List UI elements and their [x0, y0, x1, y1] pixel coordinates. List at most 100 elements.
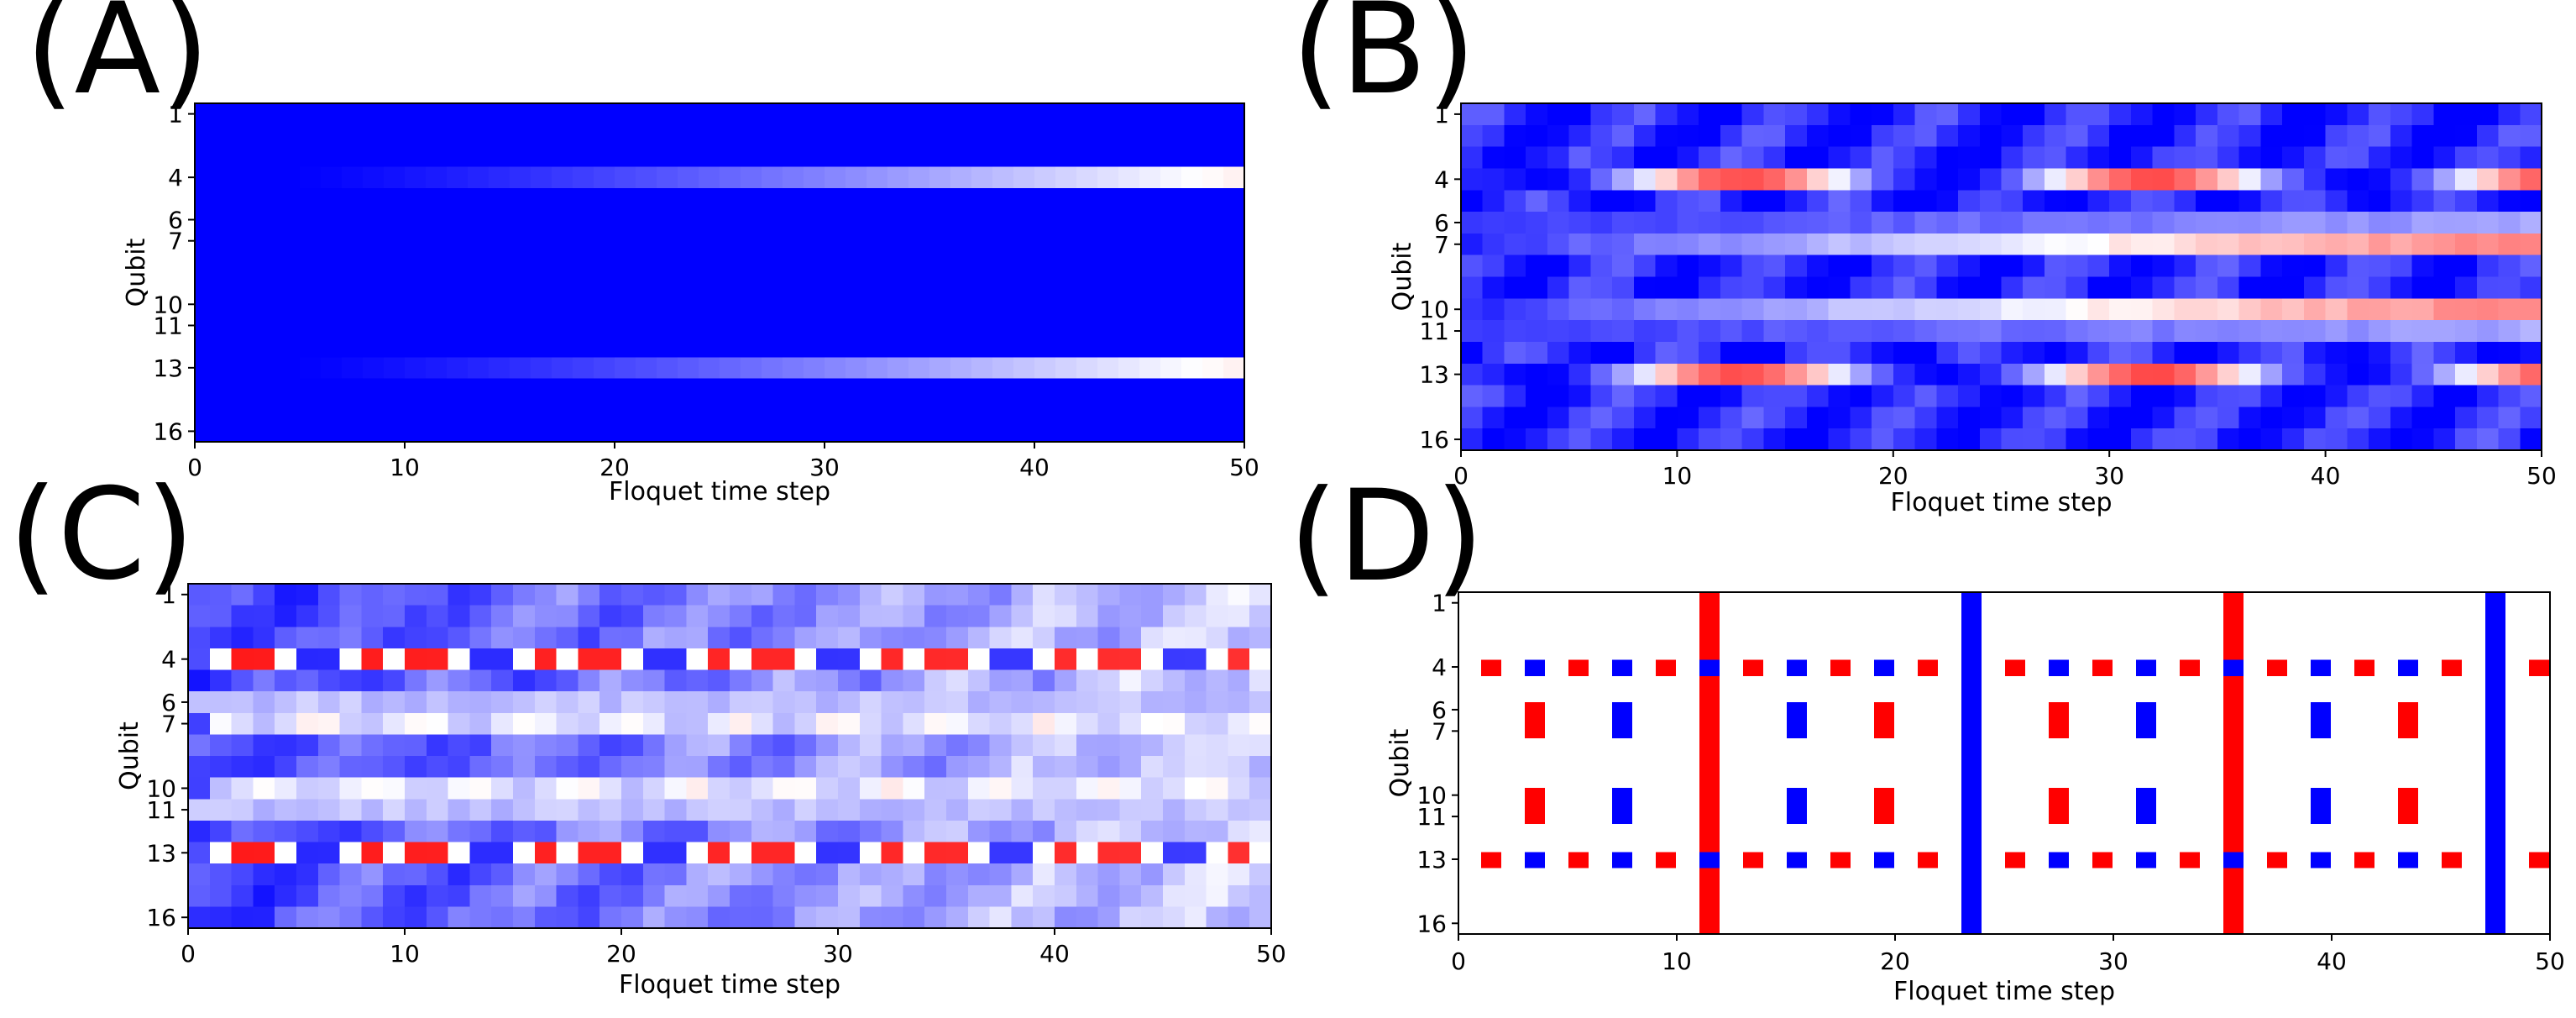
heatmap-cell — [1139, 357, 1161, 380]
heatmap-cell — [924, 863, 947, 886]
heatmap-cell — [339, 734, 362, 757]
heatmap-cell — [678, 314, 699, 337]
heatmap-cell — [2303, 190, 2327, 213]
heatmap-cell — [296, 863, 319, 886]
heatmap-cell — [468, 230, 490, 252]
heatmap-cell — [300, 230, 322, 252]
heatmap-cell — [1526, 363, 1548, 386]
heatmap-cell — [2498, 254, 2521, 278]
heatmap-cell — [2196, 407, 2218, 429]
heatmap-cell — [946, 863, 969, 886]
heatmap-cell — [2087, 233, 2110, 256]
heatmap-cell — [708, 712, 730, 735]
heatmap-cell — [1249, 820, 1272, 843]
heatmap-cell — [448, 884, 470, 907]
heatmap-cell — [1181, 357, 1203, 380]
heatmap-cell — [967, 906, 991, 929]
heatmap-cell — [195, 336, 217, 358]
heatmap-cell — [816, 691, 839, 714]
heatmap-cell — [448, 756, 470, 779]
heatmap-cell — [1590, 212, 1613, 234]
heatmap-cell — [686, 842, 709, 864]
heatmap-cell — [534, 648, 558, 671]
heatmap-cell — [1699, 407, 1721, 429]
heatmap-cell — [2455, 103, 2478, 126]
heatmap-cell — [405, 691, 427, 714]
heatmap-cell — [838, 799, 861, 821]
y-tick-label: 1 — [168, 101, 183, 129]
heatmap-cell — [2520, 363, 2542, 386]
heatmap-cell — [275, 669, 297, 692]
heatmap-cell — [1034, 230, 1056, 252]
cell-mark — [1525, 787, 1545, 824]
cell-mark — [1612, 659, 1632, 676]
heatmap-cell — [405, 820, 427, 843]
heatmap-cell — [1612, 124, 1635, 148]
heatmap-cell — [929, 187, 951, 210]
heatmap-cell — [1612, 103, 1635, 126]
heatmap-cell — [2476, 103, 2500, 126]
heatmap-cell — [1655, 385, 1678, 407]
heatmap-cell — [2196, 212, 2218, 234]
heatmap-cell — [730, 627, 752, 649]
heatmap-cell — [859, 842, 882, 864]
heatmap-cell — [1160, 124, 1182, 146]
cell-mark — [2398, 702, 2418, 739]
heatmap-cell — [1184, 842, 1207, 864]
heatmap-cell — [2347, 168, 2369, 191]
heatmap-cell — [867, 230, 888, 252]
heatmap-cell — [1893, 103, 1916, 126]
heatmap-cell — [300, 251, 322, 274]
cell-mark — [2005, 659, 2025, 676]
heatmap-cell — [1055, 166, 1077, 189]
heatmap-cell — [1160, 145, 1182, 168]
heatmap-cell — [1547, 190, 1570, 213]
heatmap-cell — [1979, 341, 2003, 365]
heatmap-cell — [383, 605, 406, 627]
heatmap-cell — [794, 842, 817, 864]
heatmap-cell — [1097, 293, 1119, 316]
heatmap-cell — [1163, 863, 1186, 886]
heatmap-cell — [992, 378, 1014, 401]
heatmap-cell — [1228, 691, 1250, 714]
heatmap-cell — [2087, 363, 2110, 386]
heatmap-cell — [2476, 320, 2500, 343]
heatmap-cell — [405, 605, 427, 627]
heatmap-cell — [816, 820, 839, 843]
heatmap-cell — [686, 863, 709, 886]
heatmap-cell — [1806, 407, 1830, 429]
heatmap-cell — [881, 820, 903, 843]
heatmap-cell — [924, 669, 947, 692]
cell-mark — [2529, 659, 2549, 676]
heatmap-cell — [2260, 254, 2283, 278]
heatmap-cell — [2347, 298, 2369, 321]
cell-mark — [2049, 852, 2069, 868]
heatmap-cell — [2238, 254, 2261, 278]
heatmap-cell — [1118, 230, 1140, 252]
heatmap-cell — [405, 336, 427, 358]
heatmap-cell — [825, 251, 846, 274]
heatmap-cell — [1034, 166, 1056, 189]
heatmap-cell — [384, 314, 406, 337]
heatmap-cell — [599, 756, 622, 779]
heatmap-cell — [1936, 146, 1959, 170]
heatmap-cell — [2455, 363, 2478, 386]
heatmap-cell — [513, 669, 536, 692]
heatmap-cell — [426, 799, 449, 821]
heatmap-cell — [578, 884, 600, 907]
cell-mark — [2180, 659, 2200, 676]
heatmap-cell — [279, 399, 301, 422]
heatmap-cell — [971, 378, 993, 401]
heatmap-cell — [510, 293, 531, 316]
heatmap-cell — [2260, 363, 2283, 386]
heatmap-cell — [664, 669, 687, 692]
heatmap-cell — [846, 399, 867, 422]
heatmap-cell — [825, 187, 846, 210]
heatmap-cell — [1011, 799, 1034, 821]
heatmap-cell — [816, 669, 839, 692]
heatmap-cell — [384, 357, 406, 380]
heatmap-cell — [2001, 320, 2024, 343]
heatmap-cell — [2520, 385, 2542, 407]
x-tick-label: 30 — [823, 940, 853, 968]
